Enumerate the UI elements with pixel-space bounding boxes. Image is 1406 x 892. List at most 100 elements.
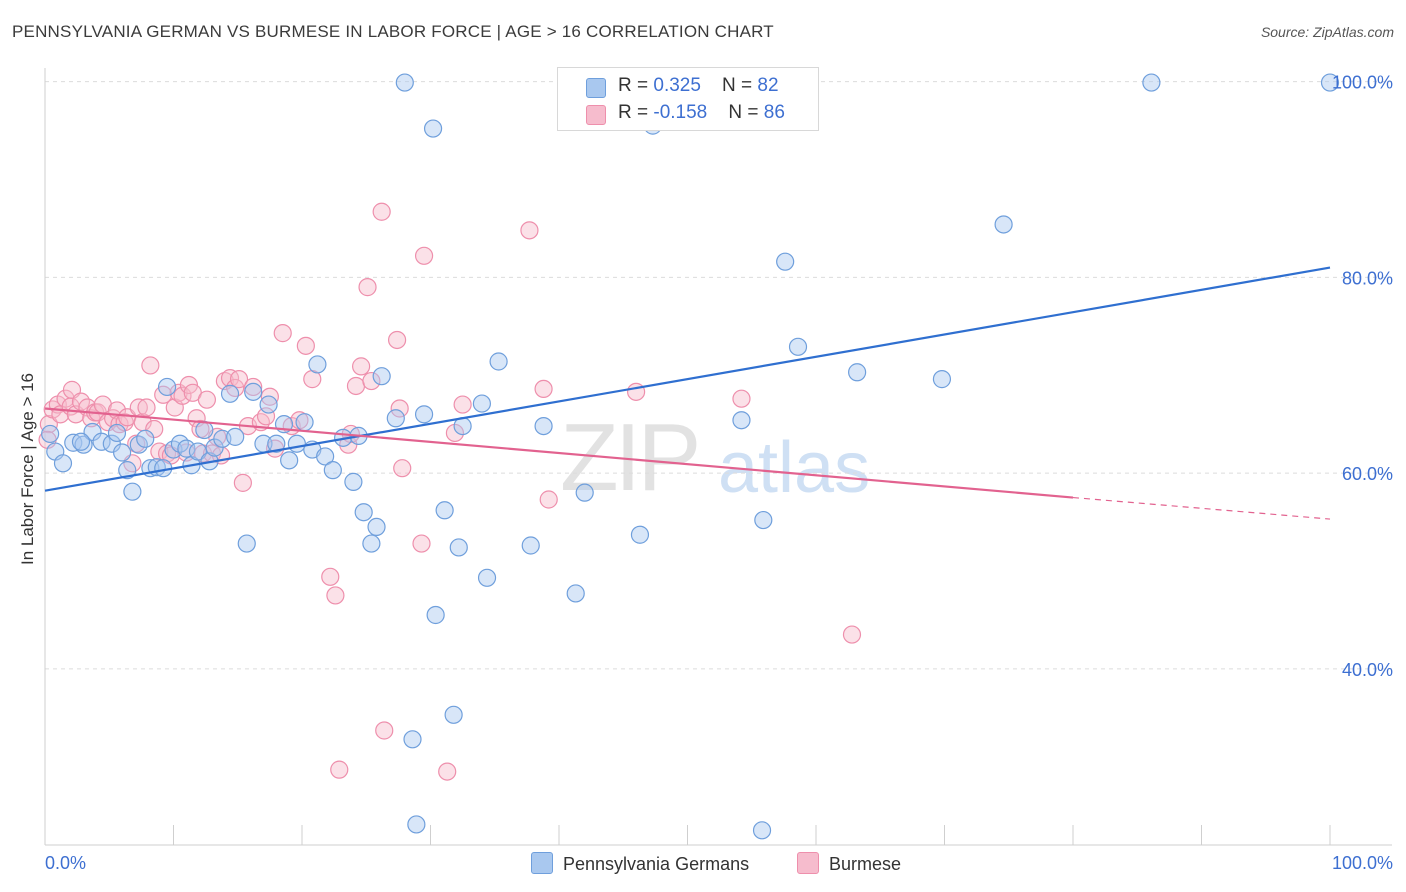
burmese-point: [732, 389, 751, 408]
n-value: 82: [757, 75, 779, 96]
x-tick-label: 0.0%: [45, 853, 86, 873]
burmese-point: [330, 760, 349, 779]
n-label: N =: [722, 75, 758, 96]
pennsylvania-germans-point: [630, 525, 650, 544]
pennsylvania-germans-point: [449, 538, 468, 557]
pennsylvania-germans-point: [308, 355, 327, 374]
pennsylvania-germans-point: [423, 119, 443, 138]
pennsylvania-germans-point: [435, 501, 454, 520]
y-tick-label: 60.0%: [1342, 464, 1393, 484]
legend-label: Pennsylvania Germans: [563, 854, 750, 874]
burmese-point: [375, 721, 394, 740]
burmese-point: [326, 586, 345, 605]
pennsylvania-germans-point: [848, 363, 867, 382]
pennsylvania-germans-point: [267, 434, 286, 453]
pennsylvania-germans-point: [244, 382, 263, 401]
pennsylvania-germans-point: [575, 483, 594, 502]
burmese-point: [539, 490, 558, 509]
legend-label: Burmese: [829, 854, 902, 874]
legend-item-pennsylvania-germans: Pennsylvania Germans: [531, 852, 749, 875]
burmese-point: [137, 398, 156, 417]
burmese-point: [520, 221, 539, 240]
watermark-zip: ZIP: [560, 404, 697, 511]
burmese-point: [39, 415, 58, 434]
pennsylvania-germans-point: [407, 815, 426, 834]
x-tick-label: 100.0%: [1332, 853, 1393, 873]
n-value: 86: [763, 102, 785, 123]
axes: [44, 68, 1392, 846]
legend-stats: R = -0.158 N = 86: [618, 102, 785, 124]
pennsylvania-germans-point: [1320, 73, 1340, 92]
pennsylvania-germans-point: [732, 411, 751, 430]
pennsylvania-germans-point: [403, 730, 422, 749]
burmese-point: [358, 278, 377, 297]
pennsylvania-germans-point: [354, 503, 373, 522]
pennsylvania-germans-point: [237, 534, 256, 553]
pennsylvania-germans-point: [395, 73, 414, 92]
burmese-point: [173, 386, 192, 405]
burmese-point: [244, 377, 263, 397]
burmese-point: [412, 534, 431, 553]
burmese-point: [445, 423, 465, 443]
pennsylvania-germans-point: [280, 451, 299, 470]
burmese-point: [393, 459, 412, 478]
y-tick-label: 100.0%: [1332, 73, 1393, 93]
legend-stats: R = 0.325 N = 82: [618, 75, 779, 97]
pennsylvania-germans-point: [295, 413, 314, 432]
burmese-point: [534, 379, 553, 399]
pennsylvania-germans-point: [53, 454, 73, 473]
legend-swatch-blue: [531, 852, 553, 874]
pennsylvania-germans-point: [112, 443, 132, 462]
legend-swatch-pink: [797, 852, 819, 874]
burmese-point: [626, 382, 646, 401]
pennsylvania-germans-point: [316, 447, 335, 466]
y-axis-label: In Labor Force | Age > 16: [18, 372, 37, 565]
burmese-point: [296, 336, 315, 355]
burmese-point: [226, 378, 245, 398]
pennsylvania-germans-point: [107, 423, 127, 443]
pennsylvania-germans-point: [123, 482, 142, 501]
pennsylvania-germans-point: [323, 461, 342, 480]
pennsylvania-germans-point: [195, 420, 214, 440]
pennsylvania-germans-point: [472, 394, 491, 413]
r-value: -0.158: [653, 102, 708, 123]
burmese-point: [321, 567, 340, 586]
burmese-point: [414, 246, 434, 265]
pennsylvania-germans-point: [41, 424, 60, 444]
pennsylvania-germans-point: [414, 405, 434, 424]
pennsylvania-germans-point: [372, 367, 391, 386]
pennsylvania-germans-point: [177, 439, 196, 458]
pennsylvania-germans-point: [367, 517, 386, 537]
pennsylvania-germans-point: [74, 435, 93, 454]
pennsylvania-germans-point: [994, 215, 1013, 234]
pennsylvania-germans-point: [566, 584, 585, 603]
pennsylvania-germans-point: [136, 429, 155, 448]
burmese-point: [273, 324, 292, 343]
pennsylvania-germans-point: [157, 377, 177, 397]
pennsylvania-germans-point: [477, 568, 497, 587]
burmese-trendline-extension: [1072, 496, 1331, 520]
burmese-point: [438, 762, 457, 781]
pennsylvania-germans-point: [932, 370, 952, 389]
burmese-trendline: [44, 407, 1074, 499]
tick-labels: 40.0% 60.0% 80.0% 100.0% 0.0% 100.0%: [45, 73, 1393, 873]
burmese-point: [387, 330, 407, 350]
pennsylvania-germans-point: [752, 821, 772, 840]
pennsylvania-germans-point: [344, 472, 363, 491]
pennsylvania-germans-point: [259, 395, 278, 414]
pennsylvania-germans-point: [426, 605, 445, 625]
legend-item-burmese: Burmese: [797, 852, 901, 875]
burmese-point: [141, 356, 160, 375]
pennsylvania-germans-point: [287, 434, 306, 453]
pennsylvania-germans-point: [444, 705, 463, 724]
pennsylvania-germans-trendline: [44, 266, 1331, 492]
n-label: N =: [728, 102, 764, 123]
burmese-point: [197, 390, 217, 409]
chart-title: PENNSYLVANIA GERMAN VS BURMESE IN LABOR …: [12, 22, 774, 41]
pennsylvania-germans-point: [788, 337, 808, 356]
correlation-legend: R = 0.325 N = 82 R = -0.158 N = 86: [557, 67, 819, 131]
legend-swatch-pink: [586, 105, 606, 125]
burmese-point: [362, 371, 381, 391]
burmese-point: [233, 473, 252, 492]
